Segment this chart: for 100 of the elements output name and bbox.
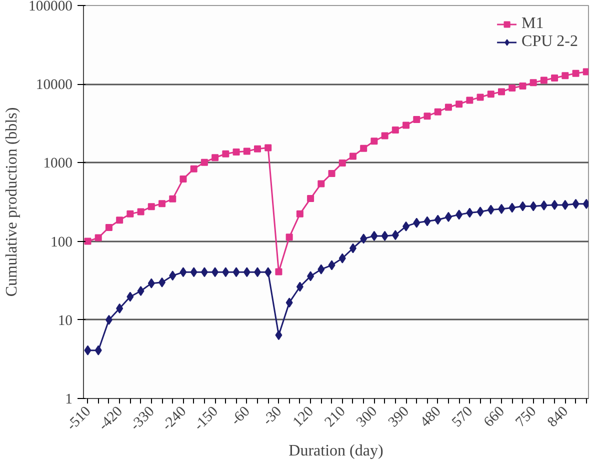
point [180, 267, 187, 278]
point [318, 264, 325, 274]
point [424, 216, 431, 226]
point [476, 94, 484, 101]
x-tick-label: 120 [290, 404, 317, 430]
y-tick-label: 10 [58, 312, 72, 329]
point [275, 268, 282, 276]
point [456, 210, 463, 220]
point [84, 345, 92, 356]
point [381, 132, 388, 140]
x-tick-label: -330 [127, 404, 158, 434]
point [243, 148, 250, 155]
point [137, 208, 144, 216]
point [190, 165, 198, 172]
point [540, 76, 548, 84]
x-tick-label: 750 [512, 404, 540, 430]
point [243, 267, 250, 278]
x-tick-label: 570 [449, 404, 476, 430]
x-tick-label: -60 [228, 404, 254, 429]
point [338, 253, 346, 264]
point [444, 104, 452, 111]
point [476, 206, 484, 217]
y-axis-title: Cumulative production (bbls) [4, 107, 21, 297]
point [530, 79, 537, 86]
point [434, 214, 442, 225]
point [551, 200, 558, 210]
point [264, 144, 272, 152]
point [562, 72, 569, 80]
y-tick-label: 100000 [28, 0, 72, 14]
x-tick-label: 300 [354, 404, 381, 430]
point [158, 277, 166, 288]
point [466, 96, 474, 104]
point [562, 200, 569, 210]
point [349, 243, 356, 254]
point [392, 126, 399, 134]
x-tick-label: -150 [191, 404, 222, 434]
point [264, 267, 272, 278]
point [307, 271, 314, 282]
point [169, 195, 176, 202]
point [105, 224, 112, 231]
point [158, 200, 166, 208]
point [487, 204, 494, 215]
point [360, 234, 368, 244]
x-tick-label: -240 [159, 404, 190, 434]
point [232, 267, 240, 278]
point [402, 221, 410, 232]
point [200, 267, 208, 278]
point [582, 68, 588, 76]
x-tick-label: -420 [96, 404, 126, 434]
point [180, 175, 187, 182]
point [296, 282, 304, 292]
x-tick-label: 840 [544, 404, 572, 430]
point [148, 278, 155, 288]
y-tick-label: 100 [50, 234, 72, 250]
point [508, 84, 516, 92]
point [328, 170, 336, 177]
point [498, 88, 506, 96]
point [148, 203, 155, 210]
y-tick-label: 10000 [36, 77, 72, 94]
point [530, 201, 537, 212]
point [381, 230, 388, 241]
point [392, 230, 399, 240]
point [94, 234, 102, 242]
point [572, 70, 580, 77]
point [116, 303, 124, 314]
x-tick-label: 210 [322, 404, 349, 430]
point [508, 202, 516, 213]
x-axis-title: Duration (day) [288, 442, 384, 460]
x-tick-label: 480 [417, 404, 444, 430]
point [94, 345, 102, 356]
point [212, 267, 219, 278]
point [126, 210, 134, 218]
point [360, 144, 368, 152]
point [498, 204, 506, 214]
point [105, 314, 112, 325]
point [572, 198, 580, 209]
point [487, 90, 494, 98]
point [84, 238, 92, 245]
point [328, 260, 336, 270]
point [222, 150, 230, 158]
point [551, 74, 558, 82]
x-tick-label: 660 [481, 404, 508, 430]
point [126, 292, 134, 302]
point [169, 270, 176, 281]
point [286, 298, 293, 308]
point [370, 138, 378, 145]
point [212, 154, 219, 162]
x-tick-label: 390 [386, 404, 412, 430]
point [466, 208, 474, 218]
point [519, 201, 526, 212]
point [116, 216, 124, 224]
legend-label: M1 [522, 15, 544, 33]
point [296, 210, 304, 218]
y-tick-label: 1000 [43, 156, 72, 172]
point [318, 180, 325, 188]
point [275, 330, 282, 340]
point [286, 234, 293, 241]
point [434, 108, 442, 116]
point [456, 100, 463, 108]
point [254, 145, 261, 152]
